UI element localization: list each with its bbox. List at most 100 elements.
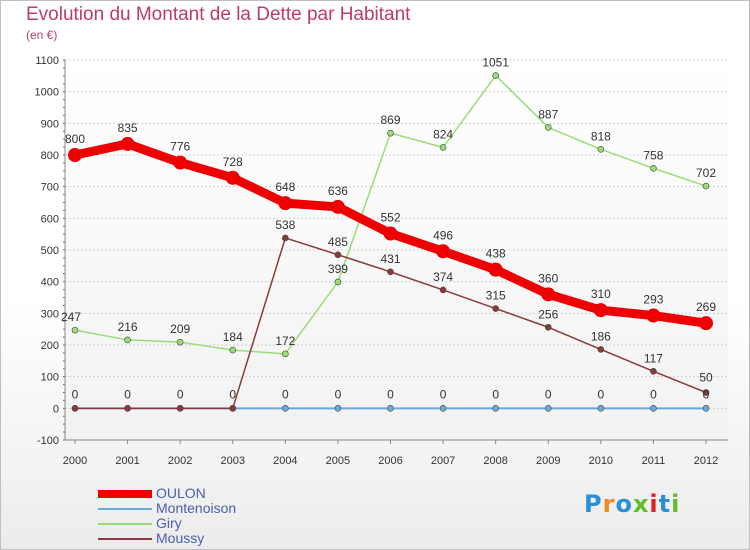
y-tick-label: 700	[41, 182, 59, 194]
x-tick-label: 2012	[694, 455, 718, 467]
data-label-giry: 184	[223, 330, 243, 344]
chart-legend: OULON Montenoison Giry Moussy	[98, 486, 236, 546]
y-tick-label: 1100	[35, 55, 59, 67]
legend-item-giry: Giry	[98, 516, 236, 531]
data-point-oulon	[225, 170, 240, 185]
data-point-giry	[439, 144, 447, 151]
data-label-moussy: 374	[433, 270, 453, 284]
data-label-montenoison: 0	[440, 387, 447, 401]
legend-item-moussy: Moussy	[98, 531, 236, 546]
data-point-oulon	[120, 136, 135, 151]
data-point-giry	[282, 350, 289, 358]
data-point-montenoison	[439, 405, 447, 412]
data-label-moussy: 256	[538, 307, 558, 321]
x-tick-label: 2010	[589, 455, 613, 467]
x-tick-label: 2002	[168, 455, 192, 467]
data-label-oulon: 438	[486, 247, 506, 261]
data-point-montenoison	[702, 405, 710, 412]
data-label-moussy: 538	[275, 218, 295, 232]
y-tick-label: 200	[41, 340, 59, 352]
data-label-moussy: 485	[328, 235, 348, 249]
data-point-moussy	[176, 405, 184, 412]
data-label-montenoison: 0	[492, 387, 499, 401]
data-point-oulon	[383, 226, 398, 241]
x-tick-label: 2004	[273, 455, 297, 467]
data-point-oulon	[593, 303, 608, 318]
data-label-montenoison: 0	[597, 387, 604, 401]
data-label-oulon: 310	[591, 287, 611, 301]
data-label-oulon: 636	[328, 184, 348, 198]
data-point-moussy	[492, 305, 499, 312]
data-point-montenoison	[650, 405, 657, 412]
data-label-giry: 216	[118, 320, 138, 334]
data-point-moussy	[597, 346, 605, 353]
data-point-giry	[702, 182, 710, 190]
legend-label: Montenoison	[156, 500, 237, 516]
data-point-oulon	[173, 155, 188, 170]
data-label-oulon: 552	[380, 211, 400, 225]
x-tick-label: 2001	[115, 455, 139, 467]
data-point-montenoison	[282, 405, 289, 412]
data-point-moussy	[650, 367, 657, 375]
data-label-giry: 1051	[482, 56, 509, 70]
data-label-giry: 824	[433, 127, 453, 141]
data-point-giry	[71, 326, 79, 334]
data-label-giry: 209	[170, 322, 190, 336]
data-point-oulon	[488, 262, 503, 277]
data-label-moussy: 0	[72, 387, 79, 401]
data-point-giry	[176, 338, 184, 346]
chart-title: Evolution du Montant de la Dette par Hab…	[26, 4, 411, 25]
y-tick-label: 800	[41, 150, 59, 162]
y-tick-label: 400	[41, 277, 59, 289]
data-label-montenoison: 0	[335, 387, 342, 401]
data-label-moussy: 431	[380, 252, 400, 266]
x-tick-label: 2011	[642, 455, 666, 467]
data-point-moussy	[124, 405, 131, 412]
y-tick-label: -100	[37, 435, 59, 447]
data-label-giry: 172	[275, 334, 295, 348]
data-label-oulon: 648	[275, 180, 295, 194]
legend-swatch	[98, 507, 152, 510]
data-label-oulon: 800	[65, 132, 85, 146]
data-label-oulon: 496	[433, 228, 453, 242]
data-point-giry	[334, 278, 342, 286]
data-label-giry: 247	[61, 310, 81, 324]
chart-subtitle: (en €)	[26, 28, 58, 42]
proxiti-logo: Proxiti	[584, 490, 681, 518]
data-label-giry: 758	[643, 148, 663, 162]
data-point-moussy	[282, 234, 289, 242]
data-point-giry	[597, 146, 605, 153]
data-point-oulon	[68, 148, 82, 162]
y-tick-label: 900	[41, 118, 59, 130]
y-tick-label: 600	[41, 213, 59, 225]
data-point-moussy	[439, 286, 447, 294]
data-label-giry: 399	[328, 262, 348, 276]
legend-swatch	[98, 537, 152, 540]
data-point-oulon	[646, 308, 661, 323]
data-point-oulon	[541, 287, 556, 302]
y-tick-label: 1000	[35, 87, 59, 99]
legend-label: Giry	[156, 515, 182, 531]
y-tick-label: 100	[41, 372, 59, 384]
x-tick-label: 2003	[221, 455, 245, 467]
data-label-oulon: 728	[223, 155, 243, 169]
data-point-giry	[650, 165, 657, 172]
data-label-montenoison: 0	[703, 387, 710, 401]
data-label-moussy: 0	[229, 387, 236, 401]
legend-label: Moussy	[156, 530, 205, 546]
data-point-montenoison	[387, 405, 394, 412]
data-label-montenoison: 0	[387, 387, 394, 401]
data-point-giry	[544, 124, 552, 131]
x-tick-label: 2009	[536, 455, 560, 467]
y-tick-label: 500	[41, 245, 59, 257]
data-label-oulon: 360	[538, 271, 558, 285]
data-label-oulon: 776	[170, 140, 190, 154]
data-point-moussy	[387, 268, 394, 276]
data-point-montenoison	[597, 405, 605, 412]
data-label-montenoison: 0	[282, 387, 289, 401]
data-point-moussy	[71, 405, 79, 412]
data-point-giry	[124, 336, 131, 344]
data-point-moussy	[229, 405, 237, 412]
x-tick-label: 2007	[431, 455, 455, 467]
